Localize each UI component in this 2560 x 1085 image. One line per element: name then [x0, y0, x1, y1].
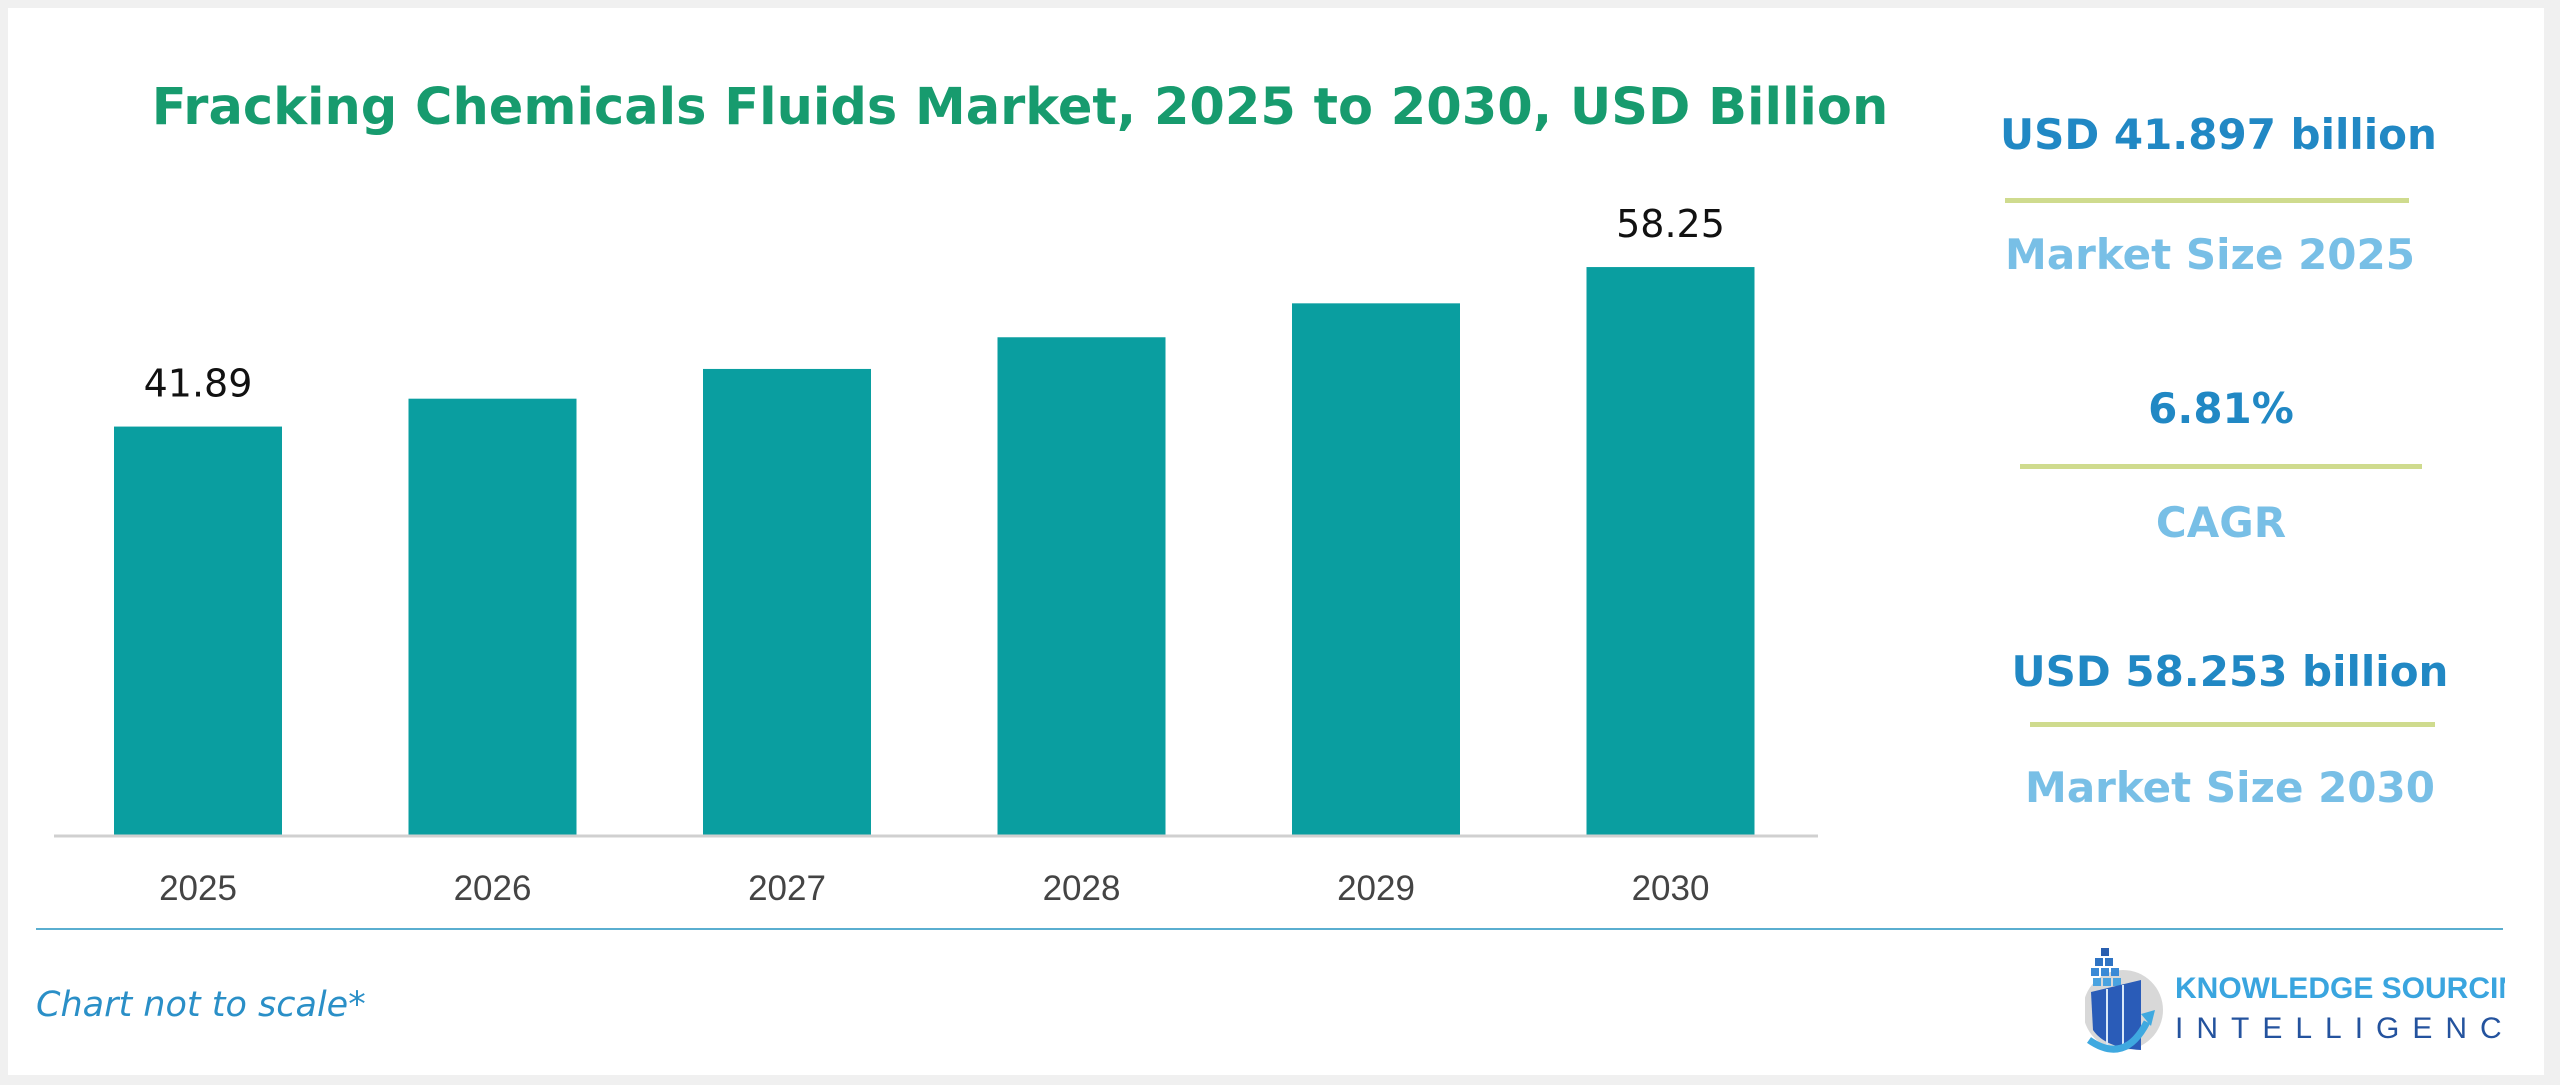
bar-2027 [703, 368, 871, 835]
market-size-2025-value: USD 41.897 billion [2000, 110, 2437, 159]
logo-text-line2: INTELLIGENCE [2175, 1012, 2505, 1045]
cagr-label: CAGR [2155, 498, 2287, 547]
x-tick-label: 2029 [1337, 869, 1415, 908]
knowledge-sourcing-intelligence-logo: KNOWLEDGE SOURCING INTELLIGENCE [2085, 948, 2505, 1053]
market-size-2030-value: USD 58.253 billion [2011, 647, 2449, 696]
footer-divider [36, 928, 2503, 930]
bar-2030 [1586, 267, 1755, 835]
logo-text-line1: KNOWLEDGE SOURCING [2175, 972, 2505, 1005]
market-size-2030-label: Market Size 2030 [2025, 763, 2435, 812]
x-tick-label: 2027 [748, 869, 826, 908]
divider [2020, 464, 2422, 469]
data-label: 58.25 [1616, 202, 1725, 246]
bar-2029 [1292, 303, 1460, 835]
divider [2030, 722, 2435, 727]
bar-2025 [114, 426, 282, 835]
market-size-2025-label: Market Size 2025 [2005, 230, 2415, 279]
x-tick-label: 2025 [159, 869, 237, 908]
x-tick-label: 2030 [1632, 869, 1710, 908]
bar-chart: 2025 41.89 2026 2027 2028 2029 2030 58.25 [54, 202, 1818, 908]
bar-2028 [997, 337, 1166, 835]
cagr-value: 6.81% [2148, 384, 2294, 433]
x-tick-label: 2026 [454, 869, 532, 908]
footnote: Chart not to scale* [36, 985, 366, 1025]
chart-title: Fracking Chemicals Fluids Market, 2025 t… [151, 78, 1889, 137]
bar-2026 [408, 398, 577, 835]
data-label: 41.89 [144, 362, 253, 406]
x-tick-label: 2028 [1043, 869, 1121, 908]
divider [2005, 198, 2409, 203]
